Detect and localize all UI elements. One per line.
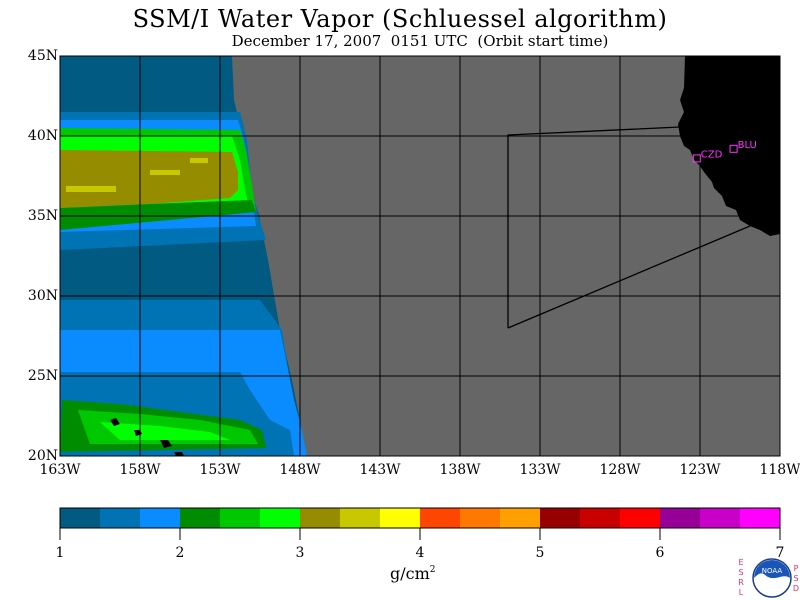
longitude-label: 138W <box>439 462 481 478</box>
esrl-letter: L <box>738 588 744 597</box>
latitude-label: 30N <box>27 288 58 304</box>
colorbar-swatch <box>460 508 501 528</box>
swath-band-yellow <box>66 186 116 192</box>
map-plot-border <box>59 55 781 457</box>
latitude-label: 35N <box>27 208 58 224</box>
colorbar-swatch <box>300 508 341 528</box>
graticule <box>60 56 780 456</box>
longitude-label: 133W <box>519 462 561 478</box>
station-marker <box>729 144 738 153</box>
hawaii-island <box>110 418 120 426</box>
colorbar-swatch <box>380 508 421 528</box>
colorbar-label: 7 <box>775 545 785 561</box>
station-label: CZD <box>701 149 723 160</box>
colorbar-unit: g/cm2 <box>390 564 436 583</box>
latitude-label: 25N <box>27 368 58 384</box>
hawaii-island <box>160 440 172 448</box>
colorbar-swatch <box>60 508 101 528</box>
longitude-label: 143W <box>359 462 401 478</box>
latitude-label: 40N <box>27 128 58 144</box>
domain-outline <box>507 126 751 329</box>
colorbar-swatch <box>620 508 661 528</box>
longitude-label: 153W <box>199 462 241 478</box>
colorbar-label: 1 <box>55 545 65 561</box>
colorbar-swatch <box>660 508 701 528</box>
colorbar <box>60 508 781 528</box>
esrl-letter: S <box>738 568 744 577</box>
station-marker <box>692 154 701 163</box>
latitude-label: 45N <box>27 48 58 64</box>
longitude-label: 128W <box>599 462 641 478</box>
longitude-label: 158W <box>119 462 161 478</box>
colorbar-label: 5 <box>535 545 545 561</box>
longitude-label: 118W <box>759 462 800 478</box>
noaa-logo-text: NOAA <box>762 567 783 575</box>
longitude-label: 148W <box>279 462 321 478</box>
colorbar-label: 3 <box>295 545 305 561</box>
colorbar-ticks <box>59 528 781 540</box>
land-california <box>678 56 780 236</box>
noaa-logo: NOAA <box>752 558 792 598</box>
colorbar-swatch <box>500 508 541 528</box>
swath-band-green-lower <box>60 200 256 230</box>
colorbar-swatch <box>220 508 261 528</box>
psd-letter: S <box>793 574 799 583</box>
longitude-label: 163W <box>39 462 81 478</box>
colorbar-swatch <box>700 508 741 528</box>
latitude-label: 20N <box>27 448 58 464</box>
colorbar-swatch <box>180 508 221 528</box>
longitude-label: 123W <box>679 462 721 478</box>
map-title: SSM/I Water Vapor (Schluessel algorithm) <box>132 5 668 33</box>
swath-band-yellow <box>190 158 208 163</box>
colorbar-swatch <box>140 508 181 528</box>
colorbar-label: 2 <box>175 545 185 561</box>
swath-band-bottom-lime <box>100 422 230 440</box>
swath-band-yellow <box>150 170 180 175</box>
hawaii-island <box>174 452 184 456</box>
psd-letter: D <box>792 584 800 593</box>
station-label: BLU <box>738 140 757 151</box>
esrl-letter: R <box>738 578 744 587</box>
colorbar-swatch <box>420 508 461 528</box>
colorbar-swatch <box>540 508 581 528</box>
colorbar-label: 4 <box>415 545 425 561</box>
colorbar-swatch <box>580 508 621 528</box>
esrl-letter: E <box>738 558 744 567</box>
map-subtitle: December 17, 2007 0151 UTC (Orbit start … <box>231 32 609 50</box>
psd-letter: P <box>793 564 799 573</box>
colorbar-swatch <box>260 508 301 528</box>
colorbar-label: 6 <box>655 545 665 561</box>
station-markers: CZD BLU <box>692 140 757 163</box>
colorbar-swatch <box>340 508 381 528</box>
colorbar-swatch <box>740 508 781 528</box>
swath-band-olive <box>60 150 238 208</box>
colorbar-swatch <box>100 508 141 528</box>
